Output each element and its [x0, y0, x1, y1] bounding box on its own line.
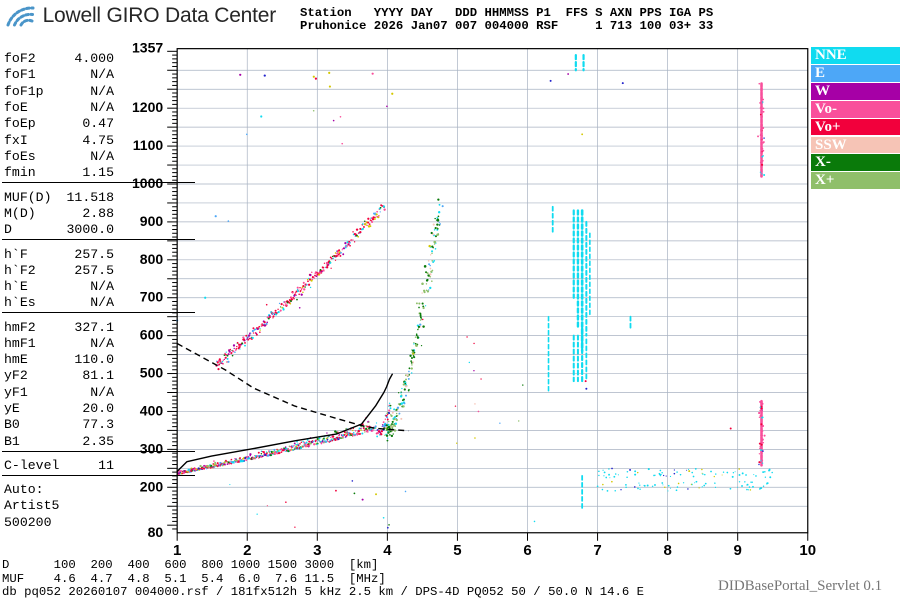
- svg-text:5: 5: [453, 542, 461, 559]
- svg-text:400: 400: [140, 402, 164, 418]
- svg-text:1200: 1200: [132, 99, 163, 115]
- svg-text:200: 200: [140, 478, 164, 494]
- svg-text:1: 1: [173, 542, 181, 559]
- svg-text:500: 500: [140, 365, 164, 381]
- svg-text:700: 700: [140, 289, 164, 305]
- svg-text:300: 300: [140, 440, 164, 456]
- svg-text:3: 3: [313, 542, 321, 559]
- svg-text:900: 900: [140, 213, 164, 229]
- svg-text:7: 7: [593, 542, 601, 559]
- svg-text:2: 2: [243, 542, 251, 559]
- svg-text:1000: 1000: [132, 175, 163, 191]
- svg-text:800: 800: [140, 251, 164, 267]
- svg-text:600: 600: [140, 327, 164, 343]
- svg-text:6: 6: [523, 542, 531, 559]
- svg-text:4: 4: [383, 542, 392, 559]
- svg-text:8: 8: [663, 542, 671, 559]
- svg-text:1100: 1100: [133, 137, 164, 153]
- svg-text:10: 10: [799, 542, 816, 559]
- svg-text:80: 80: [148, 524, 164, 540]
- svg-text:9: 9: [734, 542, 742, 559]
- svg-text:1357: 1357: [132, 40, 163, 56]
